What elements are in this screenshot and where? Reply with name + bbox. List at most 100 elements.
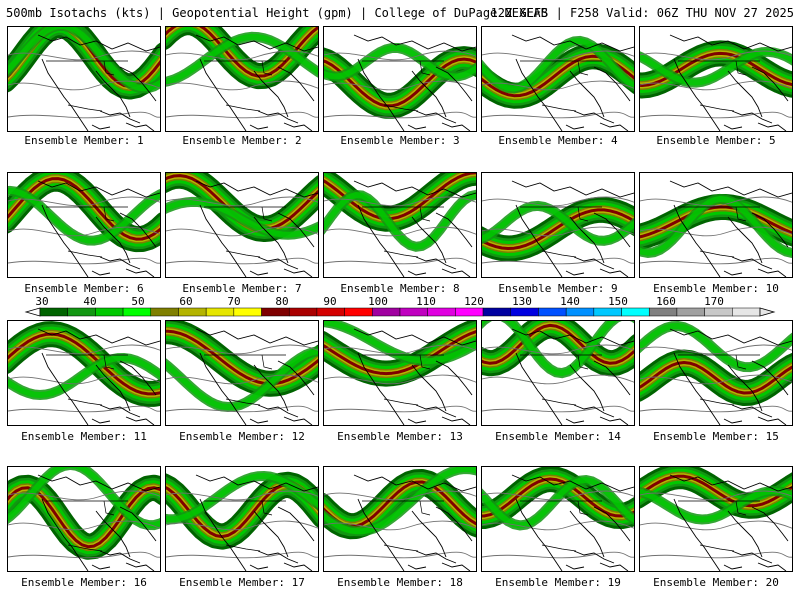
coastline: [565, 270, 585, 276]
ensemble-member-label: Ensemble Member: 18: [337, 576, 463, 589]
coastline: [751, 66, 789, 102]
political-border: [261, 60, 273, 76]
coastline: [415, 110, 457, 124]
coastline: [41, 498, 89, 571]
coastline: [415, 256, 457, 270]
coastline: [195, 328, 318, 346]
isotach-band: [640, 361, 792, 395]
ensemble-map-panel: [323, 26, 477, 132]
map-svg: [8, 173, 160, 277]
coastline: [257, 110, 299, 124]
coastline: [599, 268, 629, 277]
height-contour: [8, 374, 160, 385]
colorbar-swatch: [67, 307, 96, 317]
coastline: [441, 562, 471, 571]
political-border: [419, 206, 431, 222]
ensemble-map-panel: [323, 172, 477, 278]
map-svg: [8, 467, 160, 571]
isotach-band: [482, 323, 634, 365]
ensemble-map-panel: [165, 172, 319, 278]
height-contour: [166, 344, 318, 355]
colorbar-swatch: [648, 307, 678, 317]
coastline: [277, 212, 315, 248]
coastline: [411, 364, 447, 412]
coastline: [199, 352, 247, 425]
colorbar-max-arrow: [759, 307, 776, 317]
coastline: [119, 360, 157, 396]
height-contour: [8, 50, 160, 61]
coastline: [757, 416, 787, 425]
political-border: [103, 354, 115, 370]
isotach-band: [166, 33, 318, 85]
height-contour: [8, 196, 160, 207]
height-contour: [482, 405, 634, 413]
height-contour: [640, 196, 792, 207]
coastline: [99, 550, 141, 564]
height-contour: [166, 196, 318, 207]
colorbar-swatch: [704, 307, 733, 317]
ensemble-member-label: Ensemble Member: 1: [24, 134, 144, 147]
coastline: [257, 256, 299, 270]
coastline: [119, 66, 157, 102]
ensemble-map-panel: [639, 172, 793, 278]
ensemble-map-panel: [7, 26, 161, 132]
political-border: [103, 500, 115, 516]
ensemble-member-label: Ensemble Member: 16: [21, 576, 147, 589]
coastline: [357, 498, 405, 571]
coastline: [731, 550, 773, 564]
coastline: [441, 122, 471, 131]
height-contour: [8, 520, 160, 531]
coastline: [669, 328, 792, 346]
political-border: [225, 398, 261, 406]
colorbar-min-arrow: [24, 307, 41, 317]
isotach-band: [166, 198, 318, 238]
coastline: [569, 216, 605, 264]
ensemble-member-label: Ensemble Member: 2: [182, 134, 302, 147]
coastline: [569, 70, 605, 118]
colorbar-swatch: [732, 307, 761, 317]
colorbar-swatch: [150, 307, 179, 317]
colorbar-tick-label: 70: [227, 296, 240, 308]
ensemble-map-panel: [165, 320, 319, 426]
coastline: [125, 268, 155, 277]
coastline: [357, 352, 405, 425]
colorbar-swatch: [510, 307, 539, 317]
ensemble-map-panel: [165, 466, 319, 572]
map-svg: [640, 467, 792, 571]
isotach-band: [8, 354, 160, 399]
colorbar-swatch: [288, 307, 318, 317]
coastline: [599, 416, 629, 425]
height-contour: [8, 551, 160, 559]
coastline: [515, 204, 563, 277]
ensemble-member-label: Ensemble Member: 8: [340, 282, 460, 295]
coastline: [757, 268, 787, 277]
ensemble-map-panel: [481, 172, 635, 278]
height-contour: [482, 520, 634, 531]
political-border: [383, 250, 419, 258]
height-contour: [482, 196, 634, 207]
coastline: [723, 418, 743, 424]
coastline: [593, 360, 631, 396]
colorbar-swatch: [344, 307, 373, 317]
coastline: [593, 212, 631, 248]
coastline: [95, 70, 131, 118]
height-contour: [8, 344, 160, 355]
coastline: [95, 364, 131, 412]
political-border: [577, 206, 589, 222]
colorbar-swatch: [205, 307, 235, 317]
colorbar-tick-label: 110: [416, 296, 436, 308]
coastline: [95, 510, 131, 558]
colorbar-swatch: [676, 307, 705, 317]
colorbar-swatch: [621, 307, 650, 317]
coastline: [669, 474, 792, 492]
coastline: [41, 352, 89, 425]
isotach-band: [482, 208, 634, 250]
header-run-info: 12Z GEFS | F258 Valid: 06Z THU NOV 27 20…: [490, 6, 794, 20]
coastline: [569, 510, 605, 558]
coastline: [99, 256, 141, 270]
map-svg: [324, 173, 476, 277]
coastline: [593, 506, 631, 542]
coastline: [249, 270, 269, 276]
ensemble-map-panel: [165, 26, 319, 132]
header-title: 500mb Isotachs (kts) | Geopotential Heig…: [6, 6, 548, 20]
